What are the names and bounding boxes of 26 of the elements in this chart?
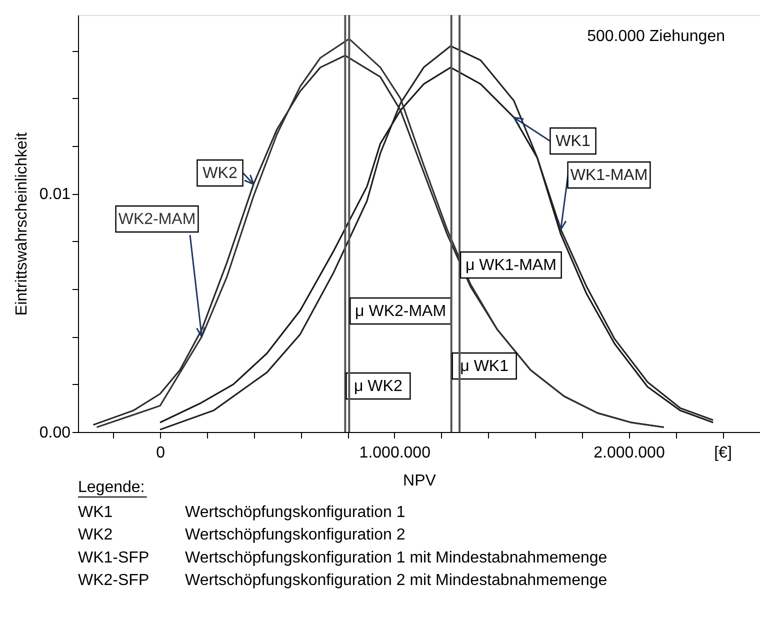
x-axis-title: NPV — [403, 472, 436, 490]
x-tick-label: 0 — [156, 444, 166, 462]
y-tick-label: 0.00 — [39, 424, 71, 442]
text: WK2-MAM — [118, 211, 196, 228]
x-tick-label: 1.000.000 — [359, 444, 431, 462]
text: Wertschöpfungskonfiguration 1 — [185, 504, 406, 521]
series-label: WK1 — [556, 133, 590, 150]
annotation: 500.000 Ziehungen — [587, 28, 725, 45]
text: Wertschöpfungskonfiguration 1 mit Mindestabnahmemenge — [185, 549, 608, 566]
text: Legende: — [78, 479, 145, 496]
y-axis-title: Eintrittswahrscheinlichkeit — [13, 132, 30, 316]
text: WK2-SFP — [78, 572, 150, 590]
series-label: WK1-MAM — [570, 167, 648, 184]
text: Wertschöpfungskonfiguration 2 — [185, 526, 406, 544]
x-tick-label: 2.000.000 — [594, 444, 665, 462]
x-tick-label: [€] — [714, 444, 732, 462]
text: Wertschöpfungskonfiguration 2 mit Mindestabnahmemenge — [185, 572, 608, 590]
text: WK1 — [78, 504, 113, 521]
series-label: WK2 — [202, 165, 238, 182]
text: WK1-SFP — [78, 549, 150, 566]
ref-line-label: μ WK2 — [354, 378, 402, 395]
ref-line-label: μ WK1-MAM — [465, 257, 556, 274]
y-tick-label: 0.01 — [39, 186, 71, 204]
ref-line-label: μ WK2-MAM — [355, 303, 446, 320]
ref-line-label: μ WK1 — [460, 358, 509, 375]
text: WK2 — [78, 526, 113, 544]
